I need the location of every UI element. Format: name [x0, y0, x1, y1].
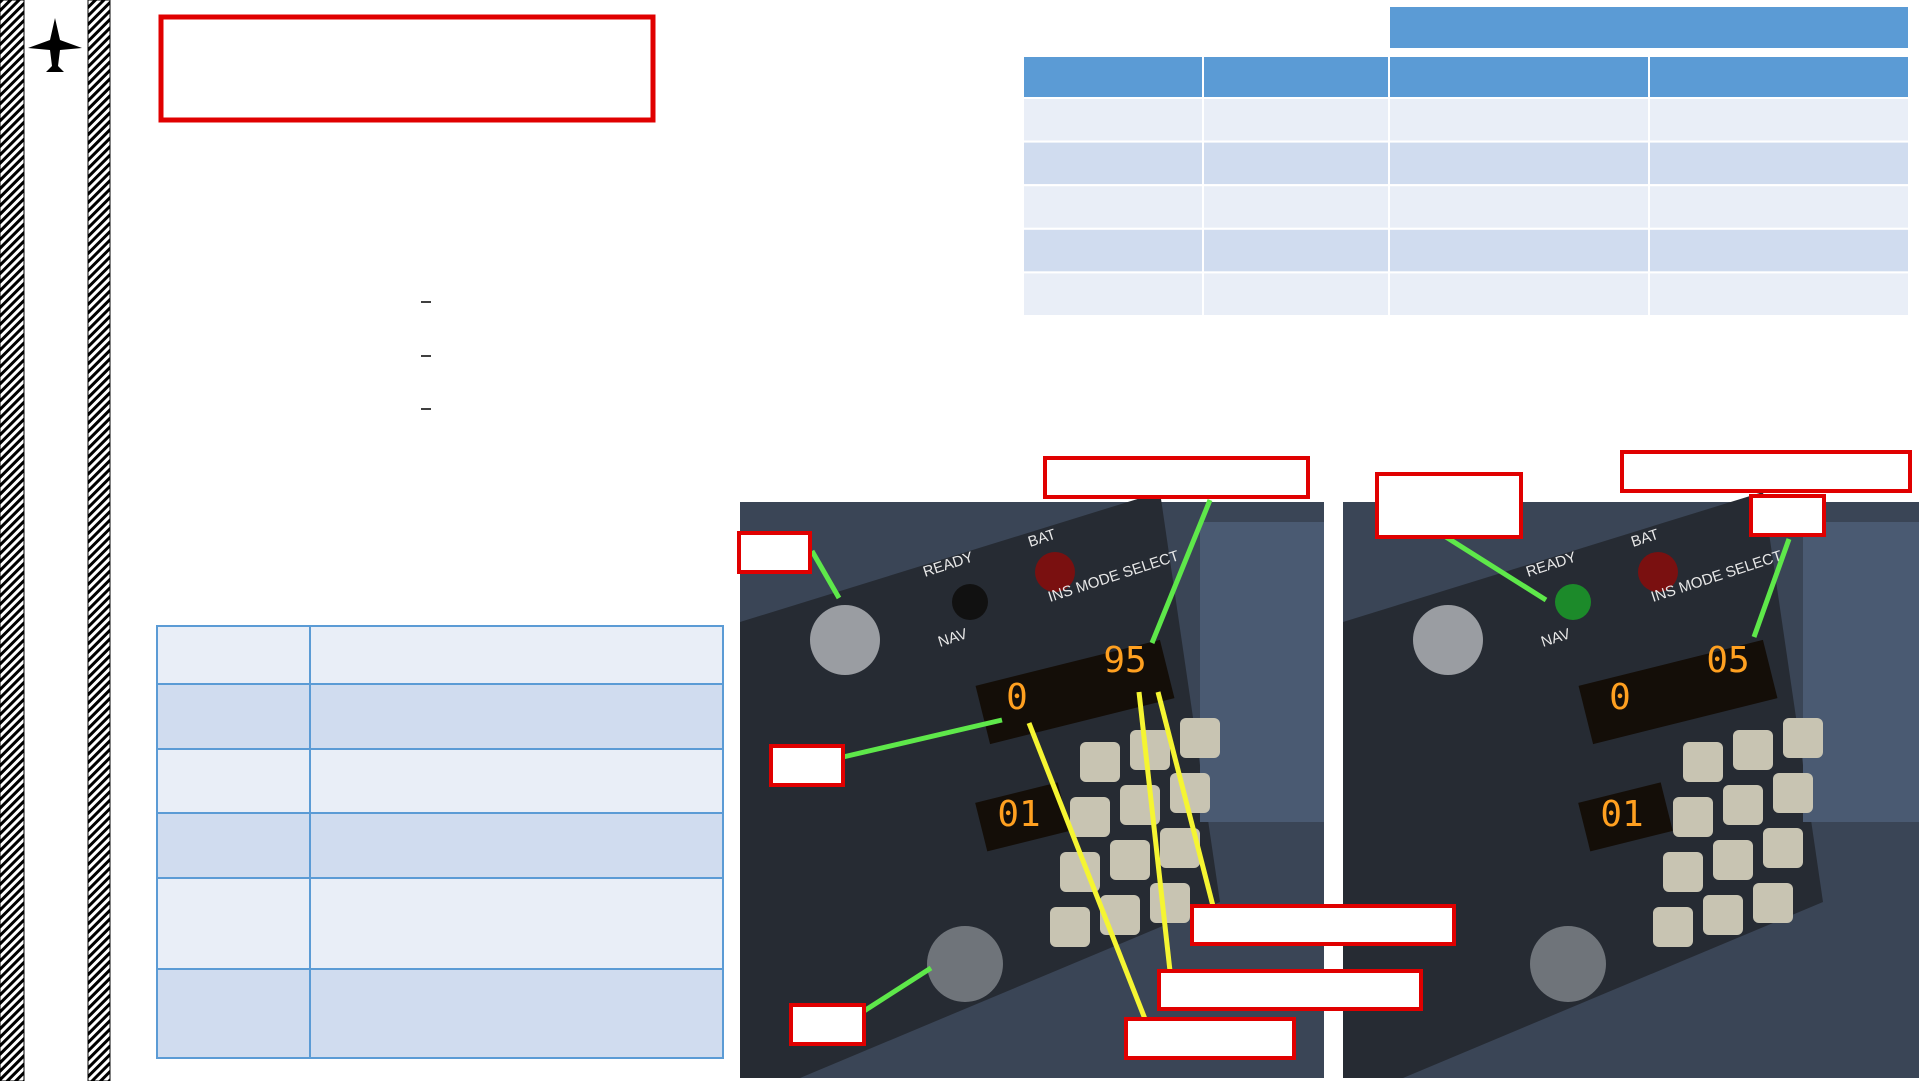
- lamp: [1638, 552, 1678, 592]
- table-cell: [156, 625, 311, 685]
- table-cell: [1202, 140, 1390, 187]
- key: [1070, 797, 1110, 837]
- mode-knob: [927, 926, 1003, 1002]
- key: [1180, 718, 1220, 758]
- table-cell: [1648, 271, 1910, 317]
- side-bar: [0, 0, 25, 1081]
- table-cell: [156, 812, 311, 879]
- key: [1733, 730, 1773, 770]
- display: [975, 782, 1070, 852]
- display-digits: 01: [997, 794, 1040, 835]
- plane-icon: [28, 18, 82, 72]
- table-cell: [309, 877, 724, 970]
- callouts: [737, 450, 1912, 1060]
- table-cell: [309, 625, 724, 685]
- glare-panel: [1803, 522, 1919, 822]
- display-digits: 0: [1006, 677, 1028, 718]
- knob: [1413, 605, 1483, 675]
- table-cell: [1388, 271, 1650, 317]
- key: [1763, 828, 1803, 868]
- table-cell: [1022, 140, 1204, 187]
- key: [1683, 742, 1723, 782]
- table-cell: [1388, 227, 1650, 274]
- green-arrows: [809, 499, 1792, 1014]
- title-box: [158, 14, 656, 123]
- lamp: [1035, 552, 1075, 592]
- bullets: [421, 301, 431, 410]
- glare-panel: [1200, 522, 1324, 822]
- knob: [810, 605, 880, 675]
- table-cell: [1648, 227, 1910, 274]
- table-cell: [309, 812, 724, 879]
- mode-knob: [1530, 926, 1606, 1002]
- table-cell: [156, 683, 311, 750]
- display-digits: 05: [1706, 640, 1749, 681]
- table-cell: [309, 968, 724, 1059]
- key: [1050, 907, 1090, 947]
- table-cell: [1022, 184, 1204, 230]
- table-cell: [156, 968, 311, 1059]
- key: [1080, 742, 1120, 782]
- table-cell: [309, 748, 724, 814]
- table-cell: [1202, 271, 1390, 317]
- key: [1753, 883, 1793, 923]
- key: [1160, 828, 1200, 868]
- yellow-arrows: [1026, 691, 1216, 1020]
- table-cell: [1202, 184, 1390, 230]
- table-cell: [1648, 97, 1910, 143]
- display: [1578, 639, 1778, 745]
- top-table: [1022, 5, 1910, 317]
- table-cell: [1388, 97, 1650, 143]
- key: [1673, 797, 1713, 837]
- bottom-table: [156, 625, 724, 1059]
- key: [1723, 785, 1763, 825]
- table-cell: [1388, 140, 1650, 187]
- key: [1130, 730, 1170, 770]
- lamp: [952, 584, 988, 620]
- key: [1703, 895, 1743, 935]
- key: [1713, 840, 1753, 880]
- key: [1150, 883, 1190, 923]
- table-cell: [156, 877, 311, 970]
- table-cell: [1202, 227, 1390, 274]
- table-cell: [156, 748, 311, 814]
- key: [1773, 773, 1813, 813]
- table-cell: [309, 683, 724, 750]
- side-bar: [87, 0, 111, 1081]
- table-cell: [1202, 97, 1390, 143]
- table-cell: [1022, 97, 1204, 143]
- key: [1110, 840, 1150, 880]
- table-cell: [1022, 227, 1204, 274]
- display: [975, 639, 1175, 745]
- table-cell: [1648, 184, 1910, 230]
- key: [1653, 907, 1693, 947]
- display-digits: 01: [1600, 794, 1643, 835]
- key: [1663, 852, 1703, 892]
- display: [1578, 782, 1673, 852]
- display-digits: 95: [1103, 640, 1146, 681]
- key: [1783, 718, 1823, 758]
- lamp: [1555, 584, 1591, 620]
- table-cell: [1648, 140, 1910, 187]
- table-cell: [1022, 271, 1204, 317]
- display-digits: 0: [1609, 677, 1631, 718]
- table-cell: [1388, 184, 1650, 230]
